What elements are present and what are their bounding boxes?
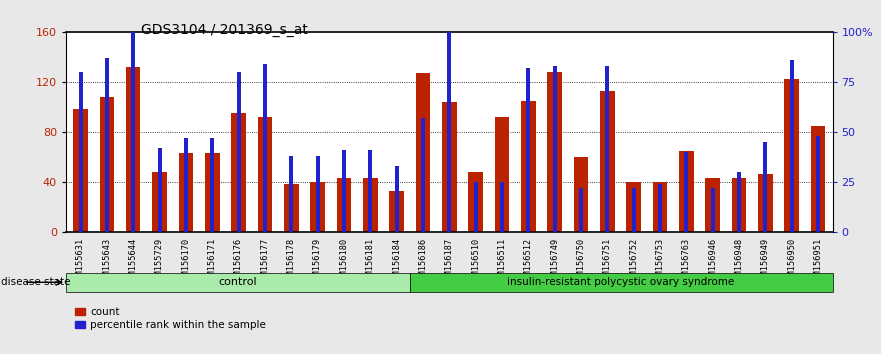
Text: control: control (218, 277, 257, 287)
Bar (605, 66, 610, 232)
Bar (179, 153, 193, 232)
Bar (685, 152, 688, 232)
Bar (152, 172, 167, 232)
Bar (784, 79, 799, 232)
Bar (421, 118, 425, 232)
Bar (469, 172, 483, 232)
Bar (500, 182, 504, 232)
Bar (363, 178, 378, 232)
Bar (184, 138, 188, 232)
Bar (131, 6, 136, 232)
Bar (474, 182, 478, 232)
Text: GDS3104 / 201369_s_at: GDS3104 / 201369_s_at (141, 23, 307, 37)
Bar (342, 150, 346, 232)
Bar (232, 113, 246, 232)
Bar (816, 136, 820, 232)
Bar (658, 184, 662, 232)
Bar (552, 66, 557, 232)
Bar (706, 178, 720, 232)
Bar (205, 153, 219, 232)
Bar (626, 182, 640, 232)
Bar (600, 91, 615, 232)
Bar (389, 190, 403, 232)
Bar (495, 117, 509, 232)
Bar (732, 178, 746, 232)
Bar (759, 175, 773, 232)
Bar (442, 102, 456, 232)
Bar (679, 150, 693, 232)
Bar (310, 182, 325, 232)
Bar (521, 101, 536, 232)
Bar (416, 73, 430, 232)
Bar (263, 64, 267, 232)
Bar (284, 184, 299, 232)
Bar (763, 142, 767, 232)
Bar (653, 182, 667, 232)
Bar (257, 117, 272, 232)
Bar (811, 126, 825, 232)
Bar (632, 188, 636, 232)
Bar (105, 58, 109, 232)
Bar (315, 156, 320, 232)
Bar (448, 32, 451, 232)
Bar (526, 68, 530, 232)
Bar (237, 72, 241, 232)
Bar (737, 172, 741, 232)
Bar (289, 156, 293, 232)
Bar (579, 188, 583, 232)
Bar (410, 273, 833, 292)
Bar (337, 178, 352, 232)
Bar (78, 72, 83, 232)
Bar (66, 273, 410, 292)
Bar (158, 148, 161, 232)
Bar (126, 67, 140, 232)
Bar (395, 166, 399, 232)
Legend: count, percentile rank within the sample: count, percentile rank within the sample (71, 303, 270, 335)
Text: disease state: disease state (1, 277, 70, 287)
Bar (368, 150, 373, 232)
Bar (73, 109, 88, 232)
Bar (100, 97, 115, 232)
Bar (547, 72, 562, 232)
Bar (711, 188, 714, 232)
Bar (574, 157, 589, 232)
Bar (211, 138, 214, 232)
Text: insulin-resistant polycystic ovary syndrome: insulin-resistant polycystic ovary syndr… (507, 277, 735, 287)
Bar (789, 60, 794, 232)
